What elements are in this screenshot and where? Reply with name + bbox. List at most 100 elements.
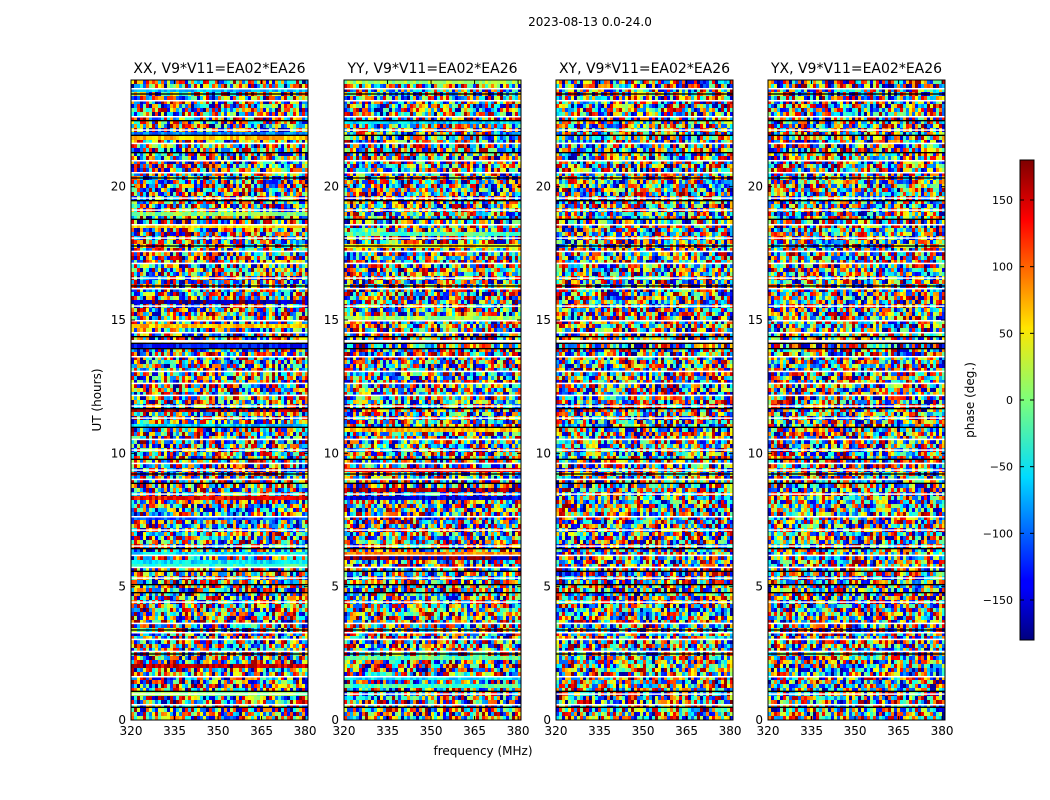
flag-band-white — [556, 209, 733, 211]
x-tick-label: 335 — [376, 724, 399, 738]
y-tick-label: 0 — [331, 713, 339, 727]
flag-band-white — [131, 88, 308, 90]
flag-band-white — [556, 142, 733, 145]
flag-band-black — [131, 200, 308, 202]
y-tick-label: 5 — [543, 580, 551, 594]
flag-band-white — [344, 469, 521, 471]
flag-band-black — [131, 218, 308, 220]
flag-band-white — [556, 622, 733, 625]
flag-band-white — [768, 601, 945, 603]
flag-band-white — [768, 250, 945, 253]
colorbar-tick-label: −150 — [983, 594, 1013, 607]
x-tick-label: 365 — [463, 724, 486, 738]
x-tick-label: 335 — [588, 724, 611, 738]
flag-band-black — [131, 245, 308, 247]
flag-band-white — [344, 305, 521, 307]
flag-band-white — [556, 493, 733, 495]
flag-band-white — [556, 632, 733, 634]
flag-band-black — [131, 342, 308, 344]
flag-band-white — [768, 462, 945, 465]
y-tick-label: 10 — [536, 446, 551, 460]
flag-band-white — [768, 129, 945, 131]
flag-band-black — [556, 285, 733, 287]
panel-yx: YX, V9*V11=EA02*EA26 320 335 350 365 380 0 5 10 1… — [748, 61, 954, 738]
flag-band-black — [556, 134, 733, 136]
flag-band-black — [344, 706, 521, 708]
flag-band-white — [131, 529, 308, 531]
flag-band-black — [344, 134, 521, 136]
flag-band-white — [344, 262, 521, 265]
flag-band-white — [131, 469, 308, 471]
flag-band-white — [131, 382, 308, 385]
flag-band-black — [556, 245, 733, 247]
y-tick-label: 0 — [543, 713, 551, 727]
flag-band-black — [556, 336, 733, 338]
y-axis-label: UT (hours) — [90, 368, 104, 431]
flag-band-white — [768, 172, 945, 174]
flag-band-white — [768, 554, 945, 557]
panel-frame — [343, 79, 522, 721]
flag-band-black — [556, 653, 733, 655]
flag-band-black — [344, 200, 521, 202]
flag-band-black — [131, 408, 308, 410]
panel-frame — [555, 79, 734, 721]
flag-band-white — [131, 676, 308, 678]
x-tick-label: 320 — [757, 724, 780, 738]
flag-band-black — [131, 120, 308, 122]
flag-band-white — [344, 577, 521, 579]
phase-raster — [344, 80, 521, 720]
x-tick-label: 380 — [294, 724, 317, 738]
flag-band-white — [344, 142, 521, 145]
flag-band-black — [344, 570, 521, 572]
flag-band-white — [344, 197, 521, 199]
flag-band-white — [768, 100, 945, 102]
x-tick-label: 365 — [887, 724, 910, 738]
flag-band-white — [344, 250, 521, 253]
flag-band-black — [131, 482, 308, 484]
flag-band-white — [768, 577, 945, 579]
flag-band-white — [768, 116, 945, 118]
flag-band-black — [344, 482, 521, 484]
flag-band-black — [556, 152, 733, 154]
flag-band-black — [768, 93, 945, 95]
flag-band-black — [131, 584, 308, 586]
x-tick-label: 350 — [420, 724, 443, 738]
flag-band-white — [768, 622, 945, 625]
flag-band-black — [344, 93, 521, 95]
flag-band-white — [556, 516, 733, 518]
flag-band-black — [556, 629, 733, 631]
flag-band-white — [344, 340, 521, 343]
flag-band-white — [131, 449, 308, 451]
flag-band-black — [768, 342, 945, 344]
flag-band-white — [344, 638, 521, 641]
flag-band-white — [131, 250, 308, 253]
flag-band-white — [556, 704, 733, 706]
flag-band-black — [131, 592, 308, 594]
flag-band-white — [131, 116, 308, 118]
flag-band-white — [131, 601, 308, 603]
flag-band-white — [556, 566, 733, 569]
flag-band-black — [556, 200, 733, 202]
x-tick-label: 350 — [632, 724, 655, 738]
flag-band-white — [344, 417, 521, 419]
flag-band-white — [556, 288, 733, 290]
flag-band-white — [344, 237, 521, 239]
flag-band-white — [556, 382, 733, 385]
flag-band-black — [556, 458, 733, 460]
flag-band-black — [768, 690, 945, 692]
flag-band-black — [131, 348, 308, 350]
flag-band-white — [768, 704, 945, 706]
flag-band-white — [131, 438, 308, 441]
y-tick-label: 10 — [324, 446, 339, 460]
flag-band-white — [768, 209, 945, 211]
flag-band-black — [344, 152, 521, 154]
flag-band-black — [768, 348, 945, 350]
flag-band-white — [131, 237, 308, 239]
x-tick-label: 380 — [507, 724, 530, 738]
flag-band-black — [344, 548, 521, 550]
flag-band-white — [131, 693, 308, 695]
flag-band-black — [344, 342, 521, 344]
flag-band-black — [131, 570, 308, 572]
flag-band-white — [344, 224, 521, 226]
flag-band-white — [768, 676, 945, 678]
